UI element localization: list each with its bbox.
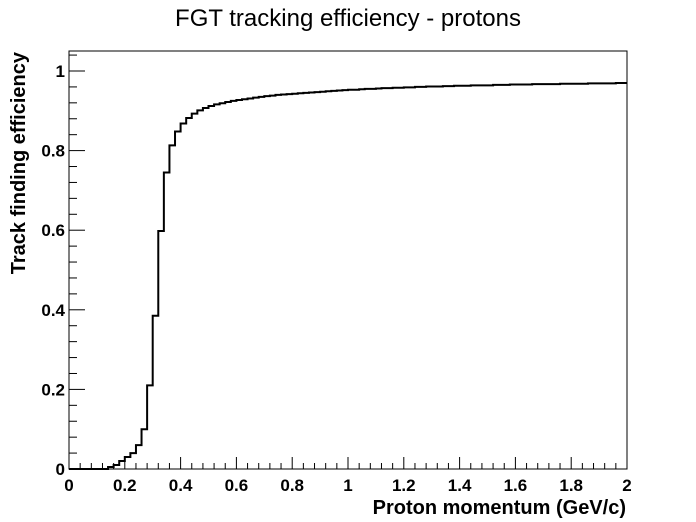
y-axis-title: Track finding efficiency [8, 51, 30, 274]
x-tick-label: 1.8 [559, 476, 583, 495]
y-tick-label: 0.8 [41, 142, 65, 161]
y-tick-label: 0.4 [41, 301, 65, 320]
x-tick-label: 1 [343, 476, 352, 495]
x-axis-title: Proton momentum (GeV/c) [373, 497, 626, 519]
x-tick-label: 0 [64, 476, 73, 495]
y-tick-label: 1 [56, 62, 65, 81]
x-tick-label: 0.8 [280, 476, 304, 495]
x-tick-label: 0.4 [169, 476, 193, 495]
y-tick-label: 0.2 [41, 380, 65, 399]
plot-frame [68, 50, 628, 470]
x-tick-label: 1.2 [392, 476, 416, 495]
y-tick-label: 0.6 [41, 221, 65, 240]
x-tick-label: 1.4 [448, 476, 472, 495]
efficiency-histogram-line [69, 81, 627, 470]
x-tick-label: 2 [622, 476, 631, 495]
y-tick-label: 0 [56, 460, 65, 479]
x-tick-label: 0.2 [113, 476, 137, 495]
x-tick-label: 1.6 [504, 476, 528, 495]
x-tick-label: 0.6 [225, 476, 249, 495]
chart-title: FGT tracking efficiency - protons [175, 5, 521, 32]
plot-area: 0 0.2 0.4 0.6 0.8 1 1.2 1.4 1.6 1.8 2 0 0.2 0.4 0.6 0.8… [41, 50, 632, 495]
